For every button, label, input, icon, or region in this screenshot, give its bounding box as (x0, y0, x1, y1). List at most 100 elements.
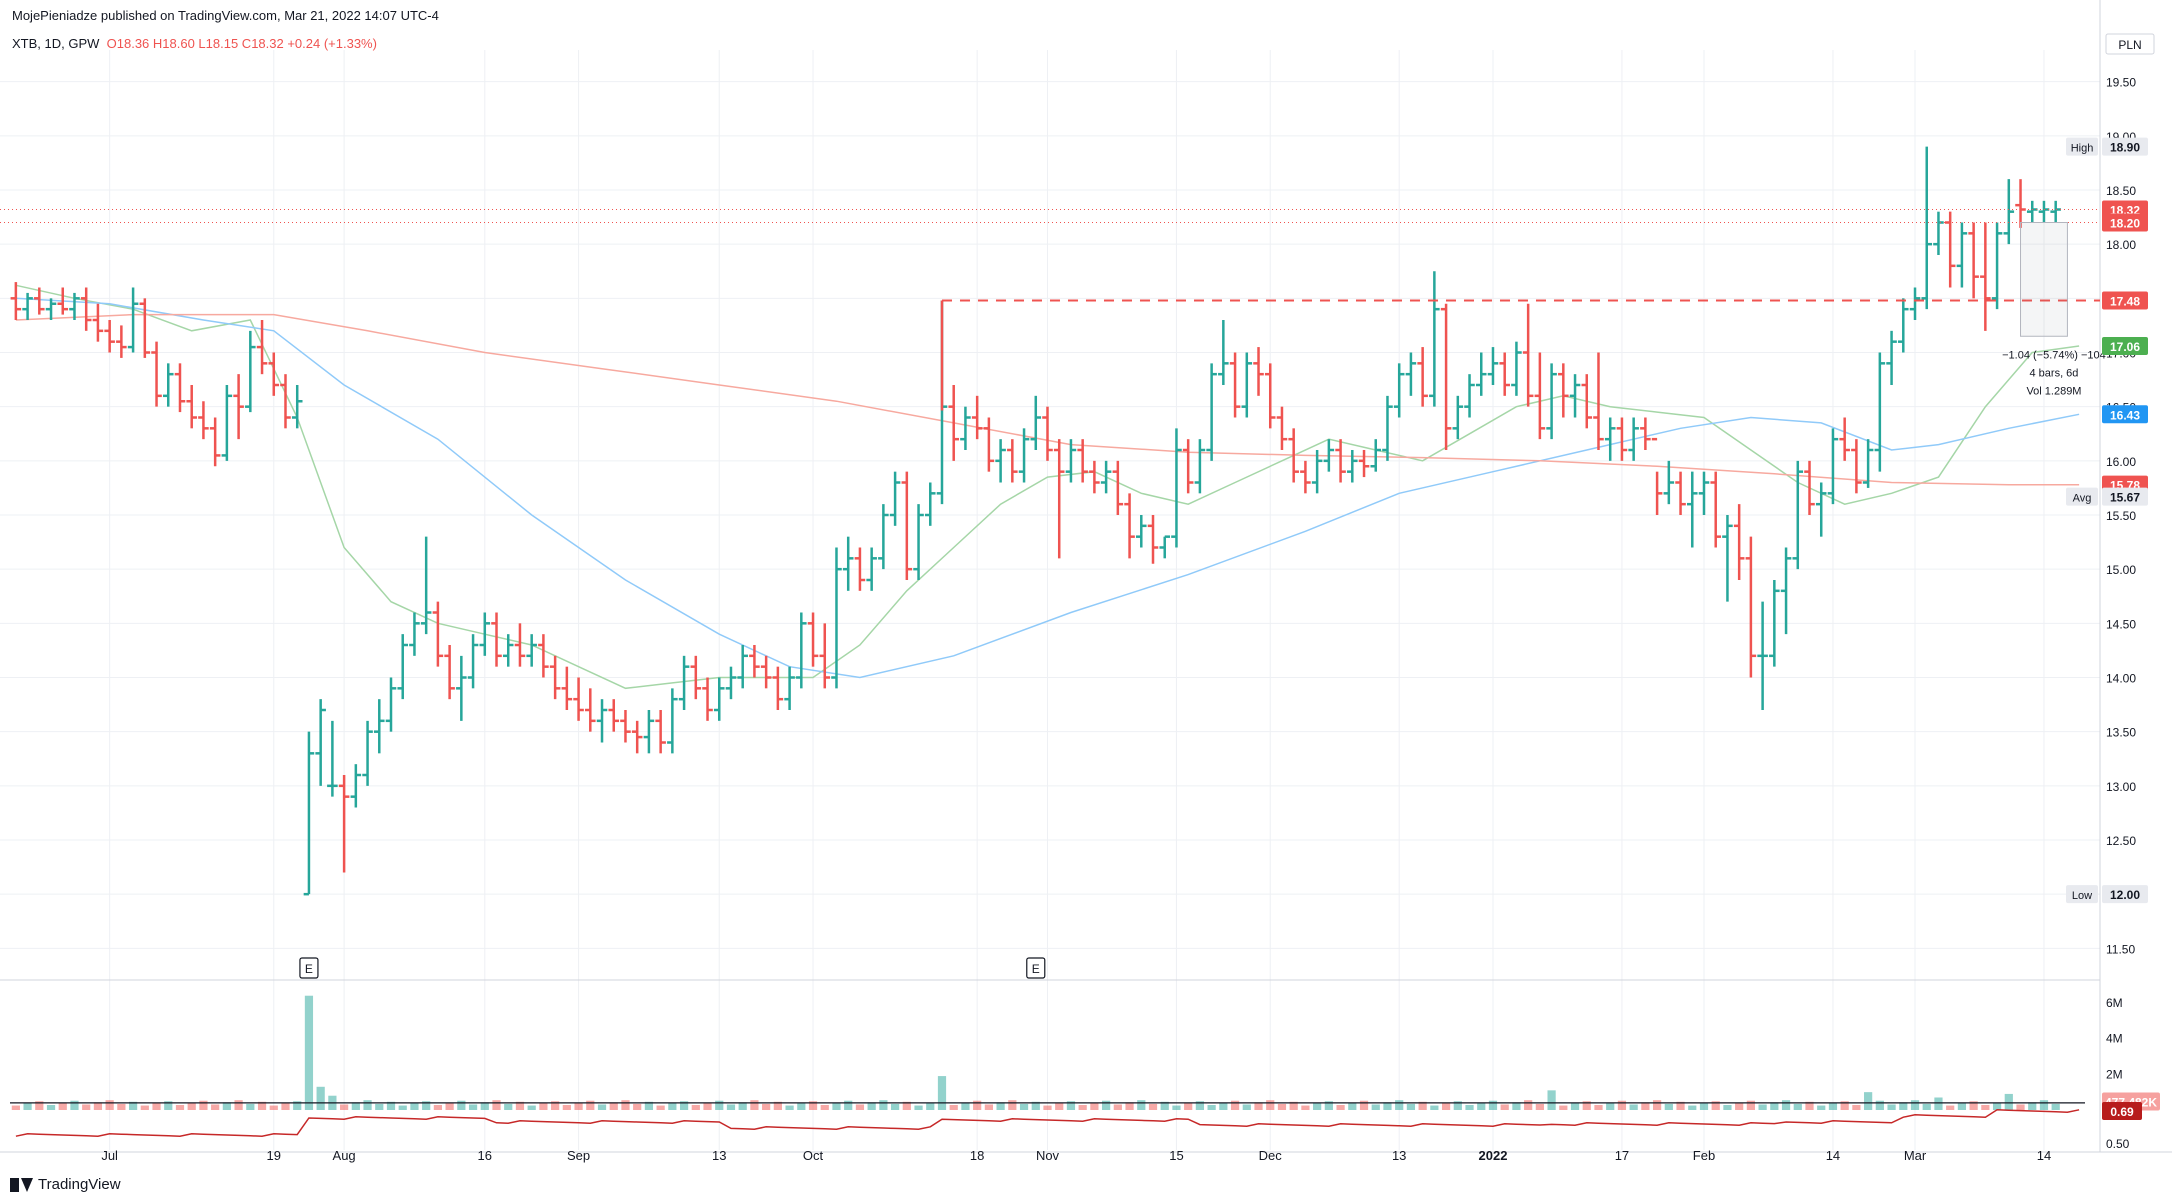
time-tick: Sep (567, 1148, 590, 1163)
ohlc-bar (315, 699, 326, 786)
ohlc-bar (409, 612, 420, 656)
volume-bar (1653, 1100, 1662, 1110)
price-label-box (2102, 291, 2148, 310)
earnings-marker[interactable] (1026, 957, 1046, 979)
time-tick: 17 (1615, 1148, 1629, 1163)
time-tick: Feb (1693, 1148, 1715, 1163)
ohlc-bar (432, 601, 444, 667)
volume-bar (679, 1101, 689, 1110)
volume-bar (1711, 1101, 1720, 1110)
ohlc-bar (10, 282, 22, 320)
ohlc-bar (1522, 303, 1534, 407)
ohlc-bar (1417, 347, 1428, 407)
ohlc-bar (116, 325, 127, 358)
ohlc-bar (1757, 601, 1768, 710)
volume-bar (1770, 1102, 1779, 1110)
ohlc-bar (1569, 374, 1581, 418)
ohlc-bar (854, 547, 866, 591)
volume-bar (1840, 1101, 1849, 1110)
ohlc-bar (456, 655, 467, 721)
price-tick: 15.00 (2106, 563, 2136, 577)
time-tick: 19 (267, 1148, 281, 1163)
moving-average-2 (15, 297, 2080, 679)
price-label-text: Avg (2073, 493, 2092, 505)
ohlc-bar (162, 363, 174, 407)
ohlc-bar (2003, 179, 2015, 245)
ohlc-bar (1124, 493, 1135, 559)
ohlc-bar (1100, 460, 1112, 494)
ohlc-bar (1792, 460, 1804, 570)
ohlc-bar (1593, 352, 1604, 450)
volume-bar (644, 1101, 654, 1110)
earnings-marker[interactable] (299, 957, 319, 979)
volume-bar (23, 1103, 32, 1110)
oscillator-line (15, 1109, 2080, 1137)
volume-bar (867, 1102, 876, 1110)
tradingview-brand[interactable]: TradingView (10, 1176, 121, 1193)
volume-bar (715, 1100, 724, 1110)
volume-bar (984, 1104, 993, 1110)
price-label-value: 15.67 (2110, 491, 2140, 505)
volume-bar (1899, 1102, 1908, 1110)
volume-bar (269, 1105, 278, 1110)
ohlc-bar (1604, 417, 1616, 461)
volume-bar (762, 1103, 771, 1110)
ohlc-bar (1698, 471, 1710, 515)
volume-bar (902, 1101, 911, 1110)
ohlc-bar (1358, 450, 1370, 478)
price-tick: 13.00 (2106, 780, 2136, 794)
volume-bar (926, 1103, 935, 1110)
ohlc-bar (1675, 471, 1686, 515)
volume-bar (1336, 1105, 1345, 1110)
symbol-label[interactable]: XTB, 1D, GPW (12, 36, 100, 51)
volume-bar (914, 1105, 923, 1110)
volume-bar (58, 1102, 67, 1110)
volume-bar (445, 1102, 454, 1110)
volume-bar (1359, 1100, 1369, 1110)
ohlc-bar (127, 287, 139, 353)
ohlc-bar (842, 536, 854, 591)
volume-bar (1289, 1101, 1298, 1110)
time-tick: Nov (1036, 1148, 1060, 1163)
ohlc-bar (1089, 460, 1100, 494)
ohlc-bar (1499, 352, 1510, 396)
volume-bar (1735, 1102, 1744, 1110)
ohlc-bar (561, 666, 573, 710)
ohlc-bar (620, 710, 631, 743)
volume-bar (211, 1104, 220, 1110)
volume-bar (1723, 1105, 1732, 1110)
ohlc-bar (514, 623, 526, 667)
ohlc-bar (1733, 504, 1745, 580)
volume-bar (70, 1100, 79, 1110)
volume-bar (949, 1105, 958, 1110)
measure-box[interactable] (2020, 222, 2068, 337)
ohlc-bar (467, 634, 479, 689)
ohlc-bar (502, 634, 514, 667)
ohlc-bar (1851, 439, 1862, 494)
volume-bar (527, 1105, 536, 1110)
volume-bar (363, 1100, 372, 1110)
volume-bar (410, 1103, 419, 1110)
volume-bar (82, 1104, 91, 1110)
ohlc-bar (678, 655, 690, 710)
volume-bar (222, 1102, 231, 1110)
volume-bar (1219, 1102, 1228, 1110)
ohlc-values: O18.36 H18.60 L18.15 C18.32 +0.24 (+1.33… (106, 36, 377, 51)
currency-box[interactable] (2105, 33, 2155, 55)
ohlc-bar (479, 612, 491, 656)
ohlc-bar (1241, 352, 1253, 418)
volume-bar (996, 1102, 1005, 1110)
time-tick: Mar (1904, 1148, 1927, 1163)
ohlc-bar (268, 352, 280, 396)
volume-bar (609, 1102, 618, 1110)
volume-bar (304, 995, 314, 1110)
ohlc-bar (1534, 352, 1546, 440)
volume-bar (1453, 1101, 1462, 1110)
price-tick: 13.50 (2106, 726, 2136, 740)
ohlc-bar (983, 417, 995, 472)
volume-bar (1102, 1100, 1111, 1110)
volume-bar (1160, 1101, 1169, 1110)
time-tick: 2022 (1479, 1148, 1508, 1163)
ohlc-bar (643, 710, 655, 754)
